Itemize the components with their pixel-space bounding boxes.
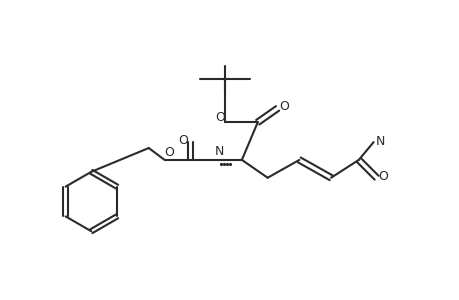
Text: O: O — [378, 170, 388, 183]
Text: O: O — [178, 134, 188, 147]
Text: O: O — [215, 111, 224, 124]
Text: N: N — [214, 146, 223, 158]
Text: O: O — [279, 100, 289, 113]
Text: O: O — [164, 146, 174, 160]
Text: N: N — [375, 135, 385, 148]
